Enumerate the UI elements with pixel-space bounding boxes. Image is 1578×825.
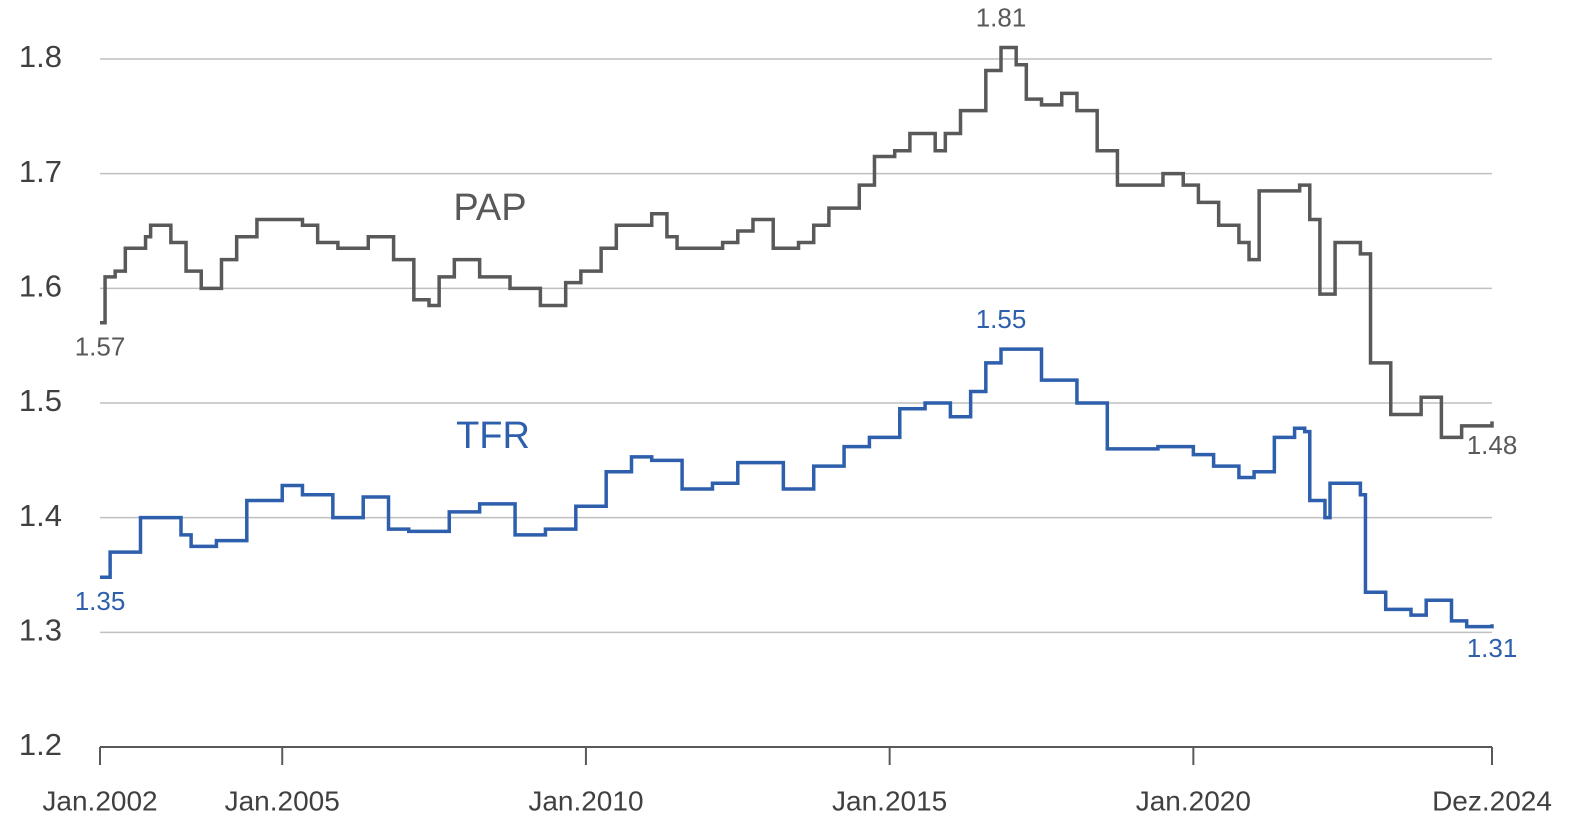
x-tick-label: Jan.2010 bbox=[528, 785, 643, 816]
x-tick-label: Dez.2024 bbox=[1432, 785, 1552, 816]
data-label: 1.48 bbox=[1467, 430, 1518, 460]
y-tick-label: 1.7 bbox=[19, 154, 62, 189]
series-name: TFR bbox=[456, 415, 530, 457]
data-label: 1.31 bbox=[1467, 633, 1518, 663]
data-label: 1.55 bbox=[976, 304, 1027, 334]
x-tick-label: Jan.2020 bbox=[1136, 785, 1251, 816]
series-name: PAP bbox=[453, 187, 526, 229]
data-label: 1.35 bbox=[75, 586, 126, 616]
x-tick-label: Jan.2015 bbox=[832, 785, 947, 816]
y-tick-label: 1.3 bbox=[19, 613, 62, 648]
y-tick-label: 1.5 bbox=[19, 383, 62, 418]
y-tick-label: 1.6 bbox=[19, 269, 62, 304]
series-line bbox=[100, 347, 1494, 629]
x-tick-label: Jan.2002 bbox=[42, 785, 157, 816]
y-tick-label: 1.4 bbox=[19, 498, 62, 533]
data-label: 1.57 bbox=[75, 332, 126, 362]
y-tick-label: 1.2 bbox=[19, 727, 62, 762]
x-tick-label: Jan.2005 bbox=[225, 785, 340, 816]
data-label: 1.81 bbox=[976, 2, 1027, 32]
y-tick-label: 1.8 bbox=[19, 39, 62, 74]
series-line bbox=[100, 45, 1494, 440]
